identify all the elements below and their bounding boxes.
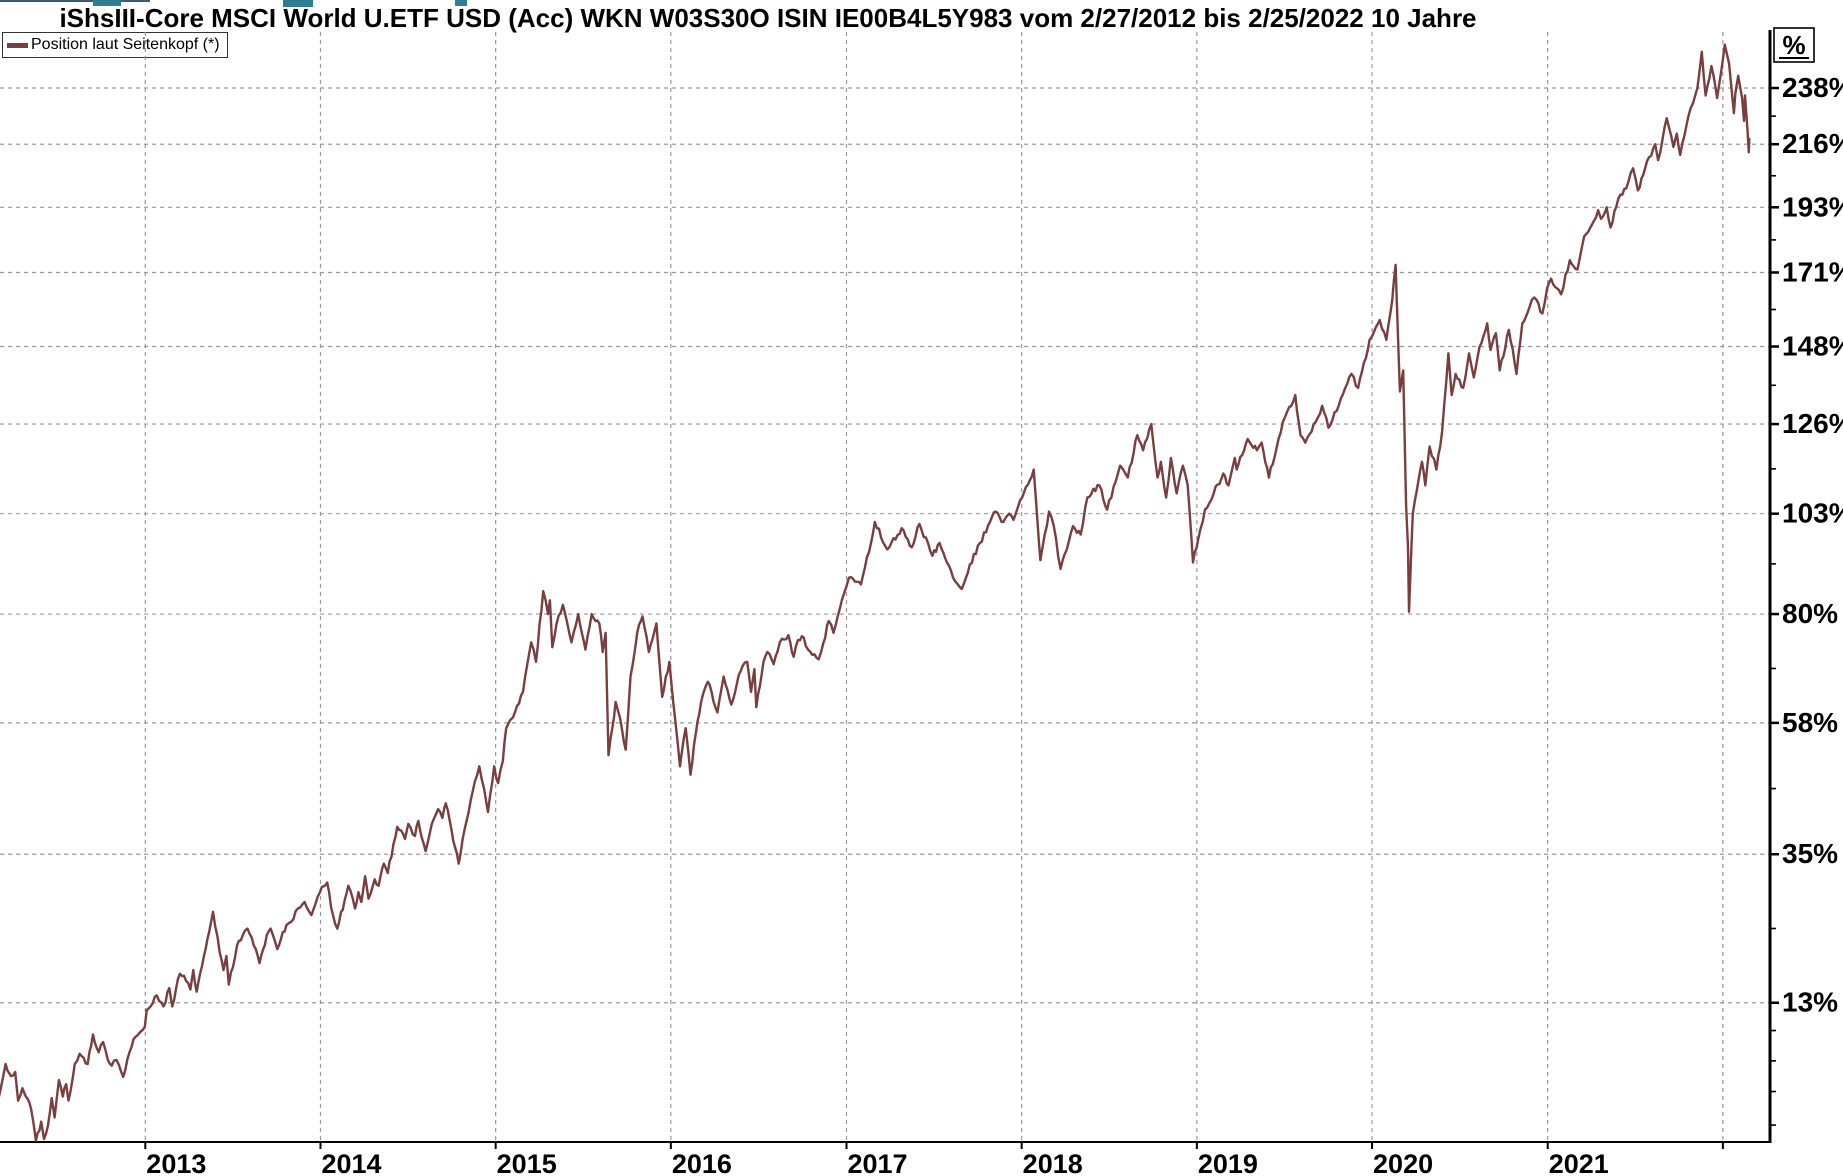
toolbar-fragment-box <box>283 0 313 7</box>
y-axis-label: 216% <box>1782 128 1843 159</box>
legend-label: Position laut Seitenkopf (*) <box>31 36 220 53</box>
unit-label: % <box>1782 30 1805 60</box>
x-axis-label: 2017 <box>848 1149 908 1176</box>
y-axis-label: 103% <box>1782 498 1843 529</box>
x-axis-label: 2014 <box>321 1149 381 1176</box>
x-axis-label: 2015 <box>497 1149 557 1176</box>
page-title: iShsIII-Core MSCI World U.ETF USD (Acc) … <box>59 3 1477 33</box>
series-line-icon <box>7 42 28 48</box>
toolbar-fragment-box <box>455 0 467 6</box>
x-axis-label: 2019 <box>1198 1149 1258 1176</box>
toolbar-fragment-line <box>0 0 150 2</box>
price-line <box>0 43 1751 1142</box>
x-axis-label: 2016 <box>672 1149 732 1176</box>
y-axis-label: 148% <box>1782 331 1843 362</box>
x-axis-label: 2013 <box>146 1149 206 1176</box>
unit-box <box>1773 27 1815 63</box>
y-axis-label: 126% <box>1782 408 1843 439</box>
y-axis-label: 238% <box>1782 72 1843 103</box>
y-axis-label: 13% <box>1782 987 1838 1018</box>
y-axis-label: 171% <box>1782 256 1843 287</box>
y-axis-label: 35% <box>1782 838 1838 869</box>
x-axis-label: 2021 <box>1549 1149 1609 1176</box>
y-axis-label: 80% <box>1782 598 1838 629</box>
x-axis-label: 2018 <box>1023 1149 1083 1176</box>
x-axis-label: 2020 <box>1373 1149 1433 1176</box>
y-axis-label: 58% <box>1782 707 1838 738</box>
toolbar-fragment-box <box>93 0 121 6</box>
y-axis-label: 193% <box>1782 191 1843 222</box>
legend: Position laut Seitenkopf (*) <box>2 32 228 58</box>
cropped-toolbar-fragment <box>0 0 1843 8</box>
